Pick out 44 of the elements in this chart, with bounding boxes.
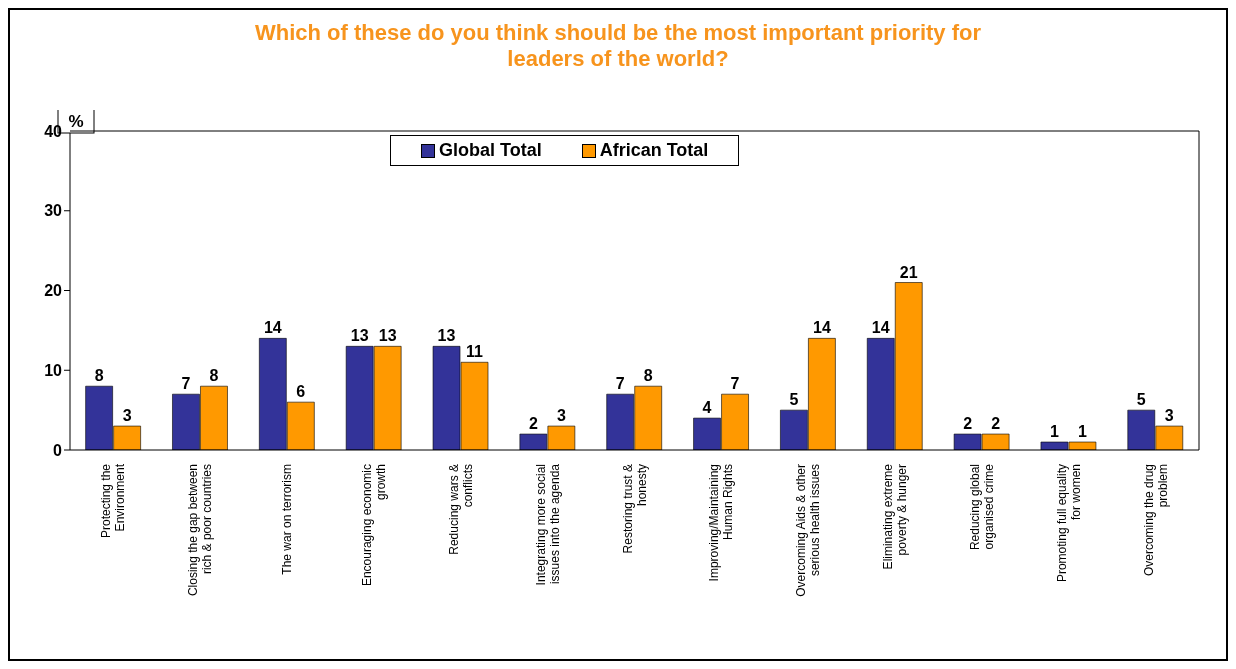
x-tick-label: The war on terrorism (280, 464, 295, 575)
y-axis-title: % (68, 112, 84, 131)
data-label: 8 (94, 367, 104, 385)
data-label: 7 (730, 375, 740, 393)
y-tick-label: 30 (44, 202, 63, 220)
legend-label: African Total (598, 140, 709, 161)
data-label: 8 (643, 367, 653, 385)
y-tick-label: 0 (53, 441, 63, 459)
data-label: 7 (615, 375, 625, 393)
data-label: 5 (1136, 391, 1146, 409)
chart-title: Which of these do you think should be the most important priority for leaders of the world? (254, 20, 982, 72)
data-label: 8 (209, 367, 219, 385)
data-label: 2 (528, 415, 538, 433)
data-label: 2 (963, 415, 973, 433)
y-tick-label: 20 (44, 282, 63, 300)
data-label: 14 (813, 319, 831, 337)
x-tick-label: Promoting full equality for women (1054, 464, 1083, 583)
data-label: 4 (702, 399, 712, 417)
data-label: 21 (899, 263, 918, 281)
data-label: 11 (466, 343, 484, 361)
data-label: 13 (350, 327, 369, 345)
data-label: 14 (263, 319, 282, 337)
x-tick-label: Protecting the Environment (99, 463, 128, 539)
x-tick-label: Reducing wars & conflicts (446, 464, 475, 555)
data-label: 6 (296, 383, 306, 401)
data-label: 7 (181, 375, 191, 393)
data-label: 13 (437, 327, 456, 345)
data-label: 1 (1077, 423, 1087, 441)
y-tick-label: 40 (44, 122, 63, 140)
data-label: 3 (1164, 407, 1174, 425)
data-label: 1 (1049, 423, 1059, 441)
data-label: 2 (991, 415, 1001, 433)
x-tick-label: Overcoming Aids & other serious health issues (794, 464, 823, 597)
x-tick-label: Overcoming the drug problem (1141, 464, 1170, 577)
data-label: 14 (871, 319, 890, 337)
data-label: 13 (378, 327, 397, 345)
legend-label: Global Total (438, 140, 542, 161)
x-tick-label: Closing the gap between rich & poor countries (186, 464, 215, 597)
y-tick-label: 10 (44, 361, 63, 379)
x-tick-label: Restoring trust & honesty (620, 464, 649, 554)
data-label: 5 (789, 391, 799, 409)
data-label: 3 (122, 407, 132, 425)
data-label: 3 (556, 407, 566, 425)
x-tick-label: Encouraging economic growth (359, 464, 388, 587)
